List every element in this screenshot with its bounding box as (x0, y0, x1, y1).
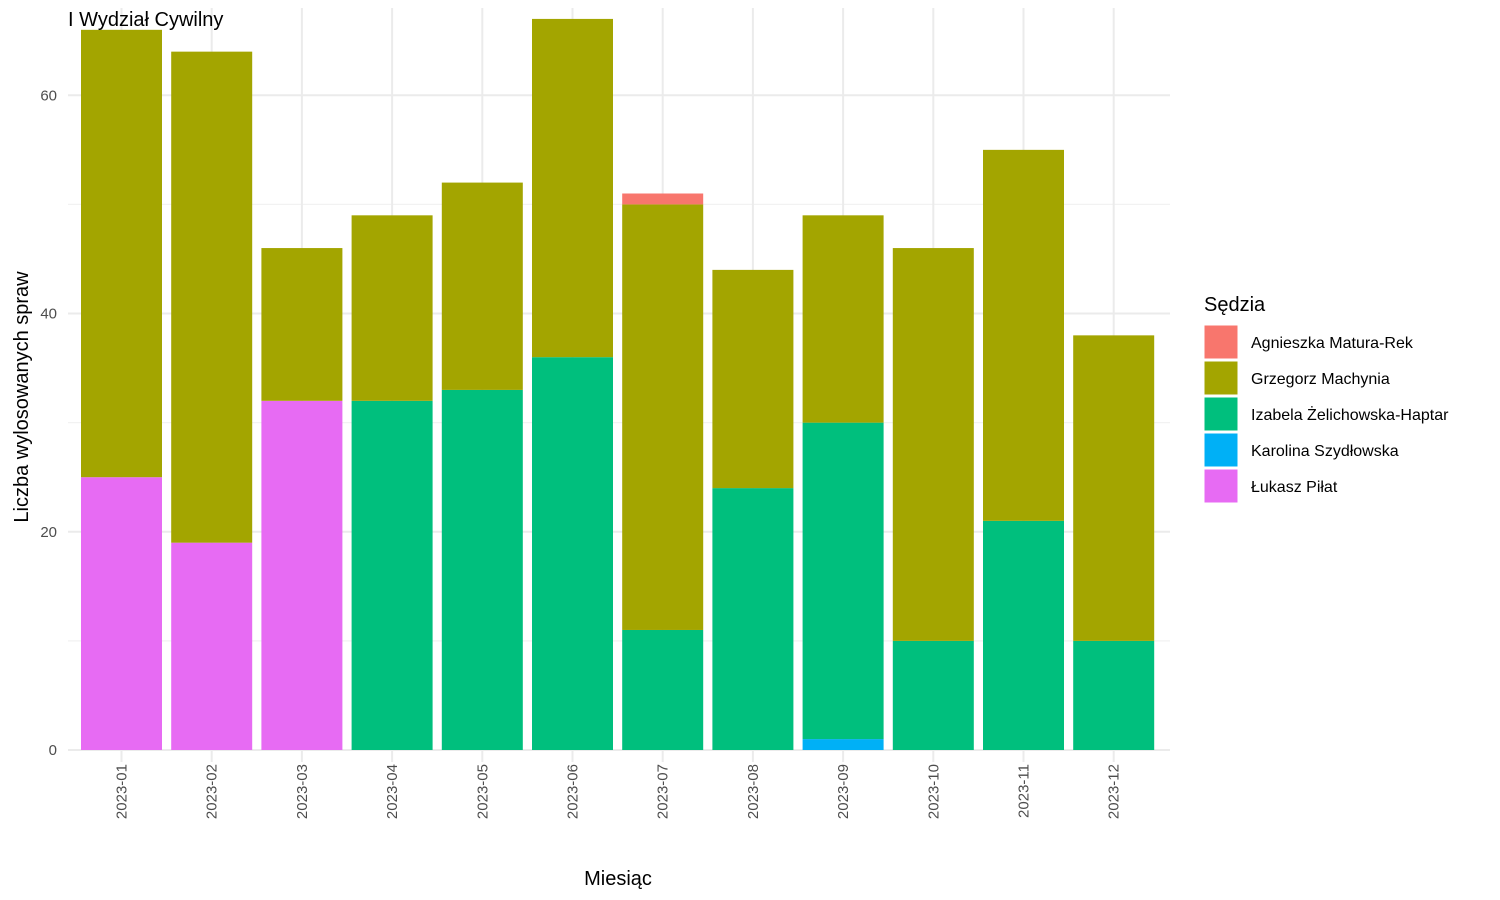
bar-segment (892, 640, 974, 750)
bar-segment (441, 389, 523, 750)
bar-segment (81, 29, 162, 478)
bar-segment (351, 215, 433, 401)
y-tick-label: 0 (49, 742, 57, 759)
bar-segment (261, 400, 343, 750)
legend: Sędzia Agnieszka Matura-Rek Grzegorz Mach… (1203, 294, 1449, 504)
x-tick-label: 2023-11 (1016, 764, 1033, 818)
bar-segment (712, 269, 794, 489)
x-tick-label: 2023-03 (294, 764, 311, 819)
bar-segment (532, 357, 613, 750)
x-tick-label: 2023-07 (655, 764, 672, 819)
x-tick-label: 2023-02 (204, 764, 221, 819)
bar-segment (712, 488, 794, 750)
legend-label: Agnieszka Matura-Rek (1251, 335, 1414, 352)
bar-segment (622, 193, 704, 205)
bar-segment (81, 477, 162, 750)
bar-segment (802, 215, 884, 423)
x-axis-title: Miesiąc (584, 868, 652, 890)
legend-key (1203, 324, 1239, 360)
legend-key (1203, 468, 1239, 504)
bar-segment (622, 204, 704, 630)
y-tick-label: 20 (40, 524, 57, 541)
bar-segment (261, 248, 343, 401)
y-tick-label: 40 (40, 306, 57, 323)
bar-segment (892, 248, 974, 641)
x-tick-label: 2023-12 (1106, 764, 1123, 819)
x-tick-label: 2023-09 (835, 764, 852, 819)
legend-key (1203, 396, 1239, 432)
y-axis-title: Liczba wylosowanych spraw (11, 271, 33, 523)
legend-key (1203, 432, 1239, 468)
x-tick-label: 2023-04 (384, 764, 401, 819)
x-tick-label: 2023-05 (474, 764, 491, 819)
x-tick-label: 2023-08 (745, 764, 762, 819)
chart-title: I Wydział Cywilny (68, 9, 223, 31)
x-tick-label: 2023-10 (925, 764, 942, 819)
legend-key (1203, 360, 1239, 396)
bar-segment (983, 520, 1064, 750)
bar-segment (441, 182, 523, 390)
x-tick-label: 2023-01 (114, 764, 131, 819)
legend-label: Izabela Żelichowska-Haptar (1251, 405, 1449, 424)
bar-segment (622, 629, 704, 750)
legend-title: Sędzia (1204, 294, 1266, 316)
bar-segment (983, 149, 1064, 521)
bar-segment (802, 422, 884, 740)
bar-segment (351, 400, 433, 750)
bar-segment (1073, 335, 1155, 641)
bars (81, 18, 1155, 750)
legend-label: Łukasz Piłat (1251, 479, 1338, 496)
bar-segment (1073, 640, 1155, 750)
x-tick-label: 2023-06 (565, 764, 582, 819)
y-tick-label: 60 (40, 87, 57, 104)
bar-segment (171, 542, 253, 750)
bar-segment (802, 739, 884, 750)
bar-segment (171, 51, 253, 543)
legend-label: Grzegorz Machynia (1251, 371, 1390, 388)
bar-segment (532, 18, 613, 358)
y-axis: 0 20 40 60 (40, 87, 57, 759)
x-axis: 2023-01 2023-02 2023-03 2023-04 2023-05 2023-… (114, 764, 1123, 819)
legend-label: Karolina Szydłowska (1251, 443, 1399, 460)
